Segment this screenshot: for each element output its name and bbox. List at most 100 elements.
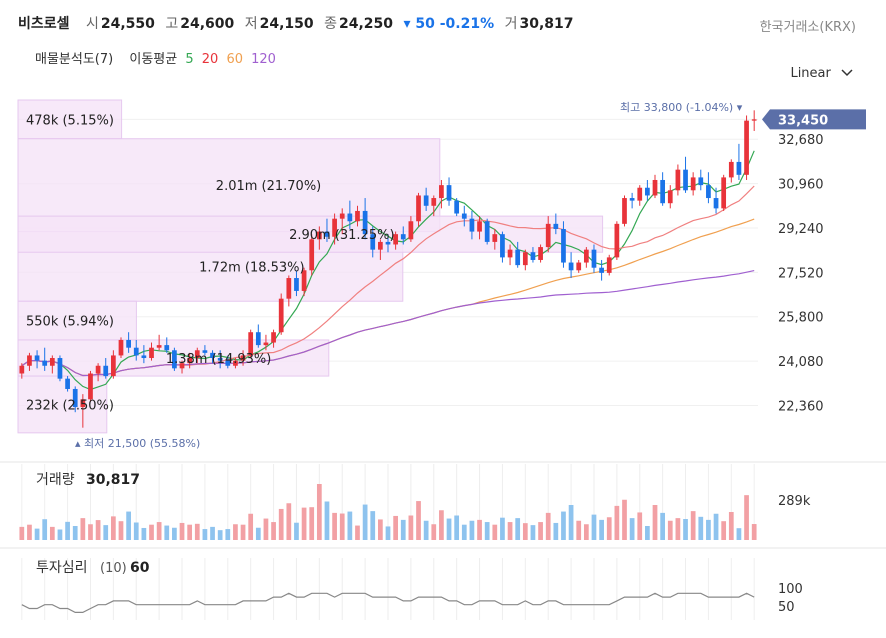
volume-bar [713,513,719,540]
candle-body [194,350,200,359]
volume-bar [507,522,513,540]
volume-bar [110,516,116,540]
candle-body [591,249,597,268]
candle-body [736,161,742,175]
volume-bar [515,518,521,540]
candle-body [385,241,391,245]
candle-body [637,187,643,201]
price-tick-label: 27,520 [778,266,824,281]
candle-body [408,221,414,240]
candle-body [614,223,620,258]
candle-body [110,355,116,377]
high-price: 24,600 [180,16,235,32]
volume-bar [88,524,93,540]
candle-body [370,234,376,250]
price-tick-label: 32,680 [778,133,824,148]
volume-profile-bar [17,300,137,341]
volume-profile-label: 232k (2.50%) [26,398,114,413]
volume-profile-bar [17,339,330,377]
volume-bar [683,519,688,540]
candle-body [484,221,490,242]
candle-body [172,350,177,369]
ma5-label: 5 [185,52,194,67]
volume-bar [530,525,536,540]
volume-bar [294,522,299,540]
volume-label: 거 [504,16,518,32]
moving-average-label[interactable]: 이동평균 [129,52,178,67]
volume-bar [240,524,246,540]
volume-bar [378,519,383,540]
close-price: 24,250 [339,16,394,32]
candle-body [355,210,360,222]
volume-bar [286,503,292,540]
volume-profile-label[interactable]: 매물분석도(7) [35,52,114,67]
close-label: 종 [324,16,337,32]
scale-mode-value: Linear [790,66,831,81]
candle-body [431,198,437,206]
volume-bar [568,505,574,540]
volume-bar [347,511,353,540]
volume-bar [545,512,551,540]
candle-body [530,252,536,260]
volume-bar [19,526,25,540]
candle-body [622,198,627,224]
volume-bar [706,519,711,540]
stock-name: 비츠로셀 [18,16,70,32]
volume-panel-value: 30,817 [86,472,140,488]
candle-body [721,177,727,209]
volume-bar [744,495,749,540]
candle-body [751,119,757,121]
candle-body [439,185,444,199]
candle-body [545,223,551,248]
volume-bar [385,526,391,540]
volume-bar [461,524,467,540]
volume-bar [271,522,276,540]
ma120-label: 120 [251,52,276,67]
volume-bar [736,528,742,540]
volume-bar [400,519,406,540]
candle-body [461,213,467,219]
candle-body [248,332,254,356]
indicator-legend[interactable]: 매물분석도(7) 이동평균 5 20 60 120 [35,48,280,67]
candle-body [27,355,32,366]
volume-bar [751,524,757,540]
candle-body [522,252,528,266]
volume-bar [210,526,215,540]
candle-body [652,179,658,196]
sentiment-line [21,592,755,613]
volume-profile-label: 478k (5.15%) [26,113,114,128]
volume-value: 30,817 [519,16,574,32]
candle-body [583,249,589,263]
volume-bar [301,507,307,540]
chevron-down-icon [841,69,853,77]
candle-body [744,120,749,175]
volume-bar [698,516,704,540]
volume-profile-bar [17,215,604,253]
volume-bar [469,520,475,540]
volume-bar [675,518,681,540]
volume-bar [187,524,193,540]
volume-bar [42,519,48,540]
volume-bar [622,499,627,540]
candle-body [347,213,353,222]
candle-body [217,358,223,361]
price-tick-label: 24,080 [778,355,824,370]
candle-body [706,185,711,199]
volume-bar [408,515,414,540]
sentiment-panel-period: (10) [100,561,127,576]
current-price-tag [762,109,866,130]
candle-body [225,360,231,366]
volume-bar [255,527,261,540]
volume-bar [278,508,284,540]
candle-body [645,187,650,196]
candle-body [599,267,604,273]
candle-body [42,360,48,366]
ma60-line [21,218,755,377]
candle-body [606,257,612,273]
sentiment-tick-label: 100 [778,582,803,597]
candle-body [309,239,315,271]
volume-bar [583,524,589,540]
scale-mode-dropdown[interactable]: Linear [790,66,853,81]
candle-body [149,347,154,359]
